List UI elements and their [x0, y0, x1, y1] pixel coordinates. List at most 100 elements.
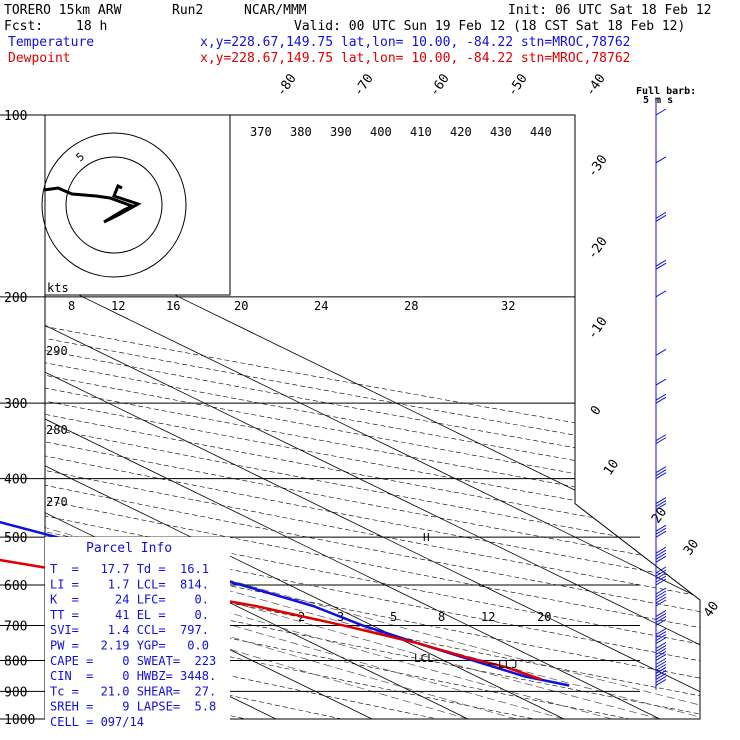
wind-barb	[655, 645, 667, 652]
dry-adiabat	[45, 115, 700, 719]
wind-barb	[655, 262, 667, 270]
wind-barb	[655, 527, 667, 535]
wind-barb	[655, 378, 667, 386]
theta-e-label: 370	[250, 125, 272, 139]
wind-barb	[655, 259, 667, 267]
fcst-label: Fcst:	[4, 19, 43, 34]
dry-adiabat	[45, 115, 700, 719]
parcel-info-row: CAPE = 0 SWEAT= 223	[50, 654, 216, 668]
pressure-label-900: 900	[4, 685, 27, 700]
isotherm-label: 40	[701, 599, 722, 620]
wind-barb	[655, 590, 667, 598]
wind-barb	[655, 108, 667, 116]
isotherm-label: 0	[588, 403, 605, 418]
theta-label: 270	[46, 495, 68, 509]
dry-adiabat	[45, 115, 700, 719]
wind-barb	[655, 663, 667, 671]
llj-annotation: LLJ	[498, 658, 518, 671]
wind-barb	[655, 660, 667, 668]
wind-barb	[655, 657, 667, 665]
wind-barb	[655, 396, 667, 404]
wind-barb	[655, 214, 667, 222]
pressure-label-700: 700	[4, 619, 27, 634]
dry-adiabat	[45, 115, 630, 719]
parcel-info-row: SVI= 1.4 CCL= 797.	[50, 623, 209, 637]
wind-barb	[655, 679, 667, 686]
dewpoint-location: x,y=228.67,149.75 lat,lon= 10.00, -84.22…	[200, 51, 630, 66]
mixing-ratio-label: 20	[234, 299, 248, 313]
dry-adiabat	[45, 115, 534, 719]
init-label: Init: 06 UTC Sat 18 Feb 12	[508, 3, 712, 18]
org-label: NCAR/MMM	[244, 3, 307, 18]
theta-e-label: 380	[290, 125, 312, 139]
wind-barb	[655, 555, 667, 563]
wind-barb	[655, 599, 667, 607]
wind-barb	[655, 619, 667, 626]
isotherm-label: -70	[351, 71, 377, 99]
h-marker: H	[423, 531, 430, 544]
pressure-label-600: 600	[4, 579, 27, 594]
wind-barb	[655, 610, 667, 617]
isotherm	[45, 115, 661, 719]
wind-barb	[655, 642, 667, 649]
theta-label: 280	[46, 423, 68, 437]
wind-barb	[655, 648, 667, 655]
parcel-info-title: Parcel Info	[86, 541, 172, 556]
mixing-ratio-label: 24	[314, 299, 328, 313]
wind-barb	[655, 434, 667, 442]
isotherm-label: -40	[583, 71, 609, 99]
theta-e-label: 430	[490, 125, 512, 139]
valid-label: Valid: 00 UTC Sun 19 Feb 12 (18 CST Sat …	[294, 19, 685, 34]
dry-adiabat	[45, 115, 700, 719]
mixing-ratio-label: 12	[111, 299, 125, 313]
wind-barb	[655, 654, 667, 661]
wind-barb	[655, 575, 667, 583]
wind-barb	[655, 676, 667, 683]
wind-barb	[655, 569, 667, 577]
pressure-label-100: 100	[4, 109, 27, 124]
wind-barb	[655, 546, 667, 554]
parcel-info-row: Tc = 21.0 SHEAR= 27.	[50, 684, 216, 698]
theta-e-label: 390	[330, 125, 352, 139]
isotherm-label: 30	[681, 537, 702, 558]
dry-adiabat	[45, 115, 700, 719]
wind-barbs	[655, 100, 667, 690]
wind-barb	[655, 670, 667, 677]
mixing-ratio-label: 32	[501, 299, 515, 313]
wind-barb	[655, 497, 667, 504]
wind-barb	[655, 552, 667, 560]
wind-barb	[655, 572, 667, 580]
theta-e-label: 410	[410, 125, 432, 139]
theta-e-label: 440	[530, 125, 552, 139]
dry-adiabat	[45, 115, 700, 719]
mixing-ratio-label: 8	[68, 299, 75, 313]
wind-barb	[655, 637, 667, 644]
pressure-label-800: 800	[4, 654, 27, 669]
isotherm-label: 10	[601, 457, 622, 478]
wind-barb	[655, 437, 667, 445]
dewpoint-legend: Dewpoint	[8, 51, 71, 66]
parcel-info-box: Parcel Info T = 17.7 Td = 16.1LI = 1.7 L…	[45, 537, 230, 729]
parcel-info-row: TT = 41 EL = 0.	[50, 608, 209, 622]
hodograph-kts-label: kts	[47, 281, 69, 295]
wind-barb	[655, 530, 667, 538]
parcel-info-row: CIN = 0 HWBZ= 3448.	[50, 669, 216, 683]
wind-barb	[655, 673, 667, 680]
wind-barb	[655, 593, 667, 601]
temperature-location: x,y=228.67,149.75 lat,lon= 10.00, -84.22…	[200, 35, 630, 50]
wind-barb	[655, 631, 667, 638]
wind-barb	[655, 348, 667, 356]
isotherm	[45, 115, 700, 719]
theta-label: 290	[46, 344, 68, 358]
mixing-ratio-label: 12	[481, 610, 495, 624]
pressure-label-200: 200	[4, 291, 27, 306]
isotherm-label: -80	[274, 71, 300, 99]
wind-barb	[655, 587, 667, 595]
hodograph-trace	[43, 183, 142, 224]
mixing-ratio-label: 16	[166, 299, 180, 313]
wind-barb	[655, 211, 667, 219]
wind-barb	[655, 156, 667, 164]
parcel-info-row: CELL = 097/14	[50, 715, 144, 729]
